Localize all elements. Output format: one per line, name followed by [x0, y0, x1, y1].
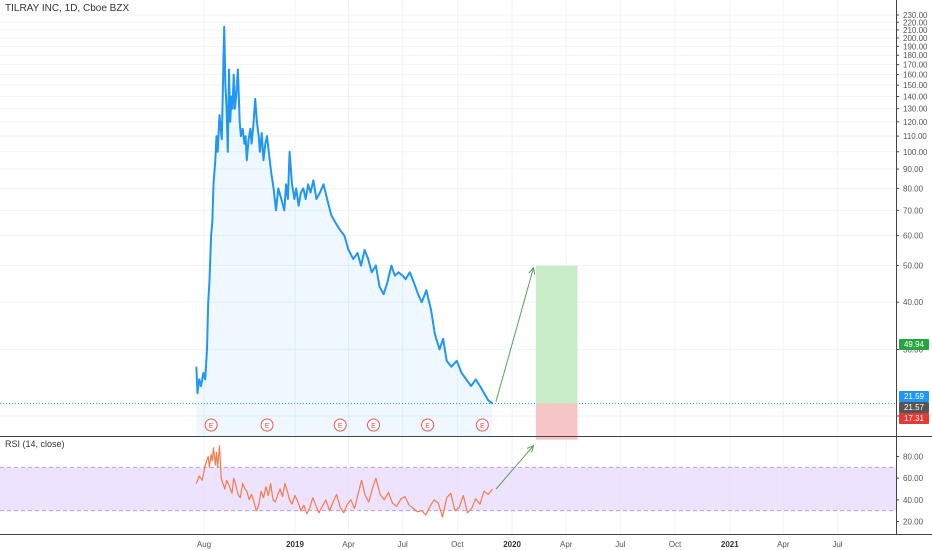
price-projection-arrow-head: [528, 266, 536, 275]
time-tick-label: Oct: [669, 540, 682, 549]
earnings-marker-label: E: [425, 423, 430, 430]
current-price-tag: 21.59: [899, 391, 929, 402]
price-tick-label: 140.00: [903, 93, 928, 102]
rsi-tick-label: 40.00: [903, 496, 924, 505]
price-tick-label: 200.00: [903, 34, 928, 43]
time-tick-label: Jul: [832, 540, 842, 549]
earnings-marker: [204, 418, 218, 432]
symbol-title: TILRAY INC, 1D, Cboe BZX: [5, 3, 130, 14]
earnings-marker: [475, 418, 489, 432]
price-tick-label: 160.00: [903, 71, 928, 80]
earnings-marker: [367, 418, 381, 432]
earnings-marker: [333, 418, 347, 432]
profit-zone: [535, 265, 578, 404]
time-tick-label: Apr: [342, 540, 355, 549]
price-projection-arrow: [495, 267, 534, 402]
price-tick-label: 210.00: [903, 26, 928, 35]
price-tick-label: 130.00: [903, 105, 928, 114]
time-tick-label: Apr: [777, 540, 790, 549]
close-price-tag: 21.57: [899, 402, 929, 413]
price-tick-label: 110.00: [903, 132, 927, 141]
earnings-marker-label: E: [265, 423, 270, 430]
price-tick-label: 150.00: [903, 81, 928, 90]
price-tick-label: 190.00: [903, 42, 928, 51]
rsi-line: [195, 445, 493, 518]
price-tick-label: 220.00: [903, 18, 928, 27]
time-tick-label: 2019: [286, 540, 304, 549]
earnings-marker-label: E: [480, 423, 485, 430]
rsi-tick-label: 20.00: [903, 518, 924, 527]
price-tick-label: 60.00: [903, 232, 924, 241]
time-tick-label: Oct: [451, 540, 464, 549]
price-tick-label: 170.00: [903, 61, 928, 70]
time-tick-label: 2021: [721, 540, 739, 549]
price-tick-label: 80.00: [903, 184, 924, 193]
price-line: [195, 25, 494, 405]
time-tick-label: Aug: [197, 540, 211, 549]
rsi-projection-arrow: [495, 445, 534, 490]
earnings-marker: [421, 418, 435, 432]
rsi-projection-arrow-head: [526, 444, 535, 453]
price-tick-label: 70.00: [903, 206, 924, 215]
price-tick-label: 180.00: [903, 51, 928, 60]
rsi-band: [0, 467, 896, 511]
earnings-marker-label: E: [338, 423, 343, 430]
target-price-tag: 49.94: [899, 339, 929, 350]
time-tick-label: Jul: [615, 540, 625, 549]
price-tick-label: 120.00: [903, 118, 928, 127]
price-tick-label: 90.00: [903, 165, 924, 174]
earnings-marker-label: E: [371, 423, 376, 430]
earnings-marker-label: E: [209, 423, 214, 430]
price-tick-label: 50.00: [903, 262, 924, 271]
price-tick-label: 230.00: [903, 11, 928, 20]
earnings-marker: [260, 418, 274, 432]
price-tick-label: 40.00: [903, 298, 924, 307]
rsi-indicator-title[interactable]: RSI (14, close): [5, 439, 65, 449]
price-tick-label: 100.00: [903, 148, 928, 157]
rsi-tick-label: 60.00: [903, 474, 924, 483]
time-tick-label: Apr: [560, 540, 573, 549]
time-tick-label: Jul: [398, 540, 408, 549]
time-tick-label: 2020: [503, 540, 521, 549]
loss-zone: [535, 403, 578, 440]
price-area-fill: [196, 26, 493, 437]
stop-price-tag: 17.31: [899, 413, 929, 424]
rsi-tick-label: 80.00: [903, 453, 924, 462]
